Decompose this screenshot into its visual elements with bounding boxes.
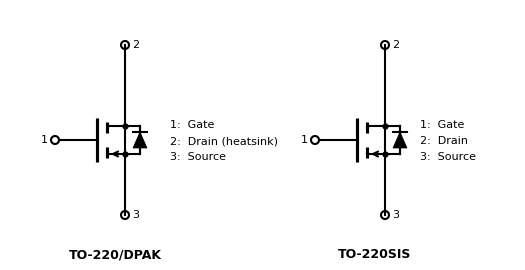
Text: 2: 2 [132,40,139,50]
Text: 3: 3 [392,210,399,220]
Text: 1: 1 [41,135,48,145]
Text: TO-220/DPAK: TO-220/DPAK [68,248,162,262]
Text: 1:  Gate: 1: Gate [170,120,214,130]
Text: TO-220SIS: TO-220SIS [338,248,412,262]
Polygon shape [393,132,407,148]
Text: 3:  Source: 3: Source [170,152,226,162]
Text: 2: 2 [392,40,399,50]
Text: 2:  Drain: 2: Drain [420,136,468,146]
Text: 3: 3 [132,210,139,220]
Polygon shape [133,132,147,148]
Text: 2:  Drain (heatsink): 2: Drain (heatsink) [170,136,278,146]
Text: 1: 1 [301,135,308,145]
Text: 1:  Gate: 1: Gate [420,120,465,130]
Text: 3:  Source: 3: Source [420,152,476,162]
